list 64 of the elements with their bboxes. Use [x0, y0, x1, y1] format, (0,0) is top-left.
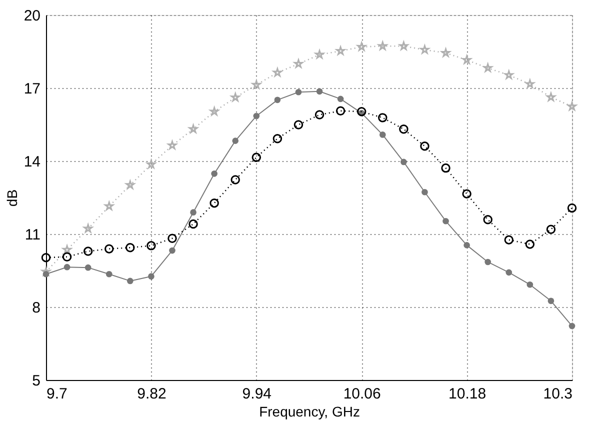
point	[337, 96, 344, 102]
point	[83, 246, 93, 256]
point	[168, 234, 177, 243]
point	[568, 322, 576, 330]
point	[548, 298, 554, 304]
point	[525, 240, 535, 249]
x-tick-label: 9.94	[242, 386, 272, 402]
point	[190, 209, 196, 216]
point	[41, 252, 51, 262]
point	[294, 120, 304, 130]
point	[230, 175, 240, 184]
y-tick-label: 14	[24, 154, 40, 170]
point	[399, 124, 408, 134]
point	[104, 244, 114, 254]
point	[378, 113, 388, 122]
point	[442, 218, 449, 224]
point	[272, 134, 282, 144]
y-tick-label: 17	[24, 80, 40, 98]
point	[441, 163, 450, 173]
point	[400, 158, 407, 166]
x-tick-label: 9.7	[46, 386, 68, 402]
point	[336, 106, 346, 116]
point	[420, 142, 430, 151]
point	[506, 269, 512, 276]
x-tick-label: 10.18	[448, 386, 486, 402]
x-axis-title: Frequency, GHz	[259, 404, 360, 420]
point	[188, 219, 198, 229]
point	[462, 189, 472, 198]
point	[546, 224, 556, 234]
point	[379, 132, 386, 138]
point	[464, 242, 470, 248]
point	[504, 235, 514, 244]
point	[232, 138, 239, 144]
point	[484, 258, 491, 266]
point	[64, 264, 70, 270]
point	[126, 243, 135, 252]
point	[253, 112, 260, 120]
point	[356, 106, 366, 116]
point	[567, 203, 577, 213]
point	[422, 188, 428, 196]
point	[127, 278, 134, 284]
y-tick-label: 11	[24, 226, 40, 244]
y-axis-title: dB	[4, 189, 20, 207]
point	[483, 215, 492, 224]
y-tick-label: 20	[24, 8, 40, 24]
point	[274, 96, 281, 104]
y-tick-label: 5	[32, 372, 40, 390]
point	[211, 170, 218, 177]
point	[316, 88, 323, 95]
point	[62, 252, 72, 262]
point	[146, 241, 156, 250]
point	[169, 247, 176, 254]
point	[148, 273, 154, 280]
point	[84, 264, 92, 271]
point	[295, 88, 302, 96]
point	[252, 152, 262, 162]
point	[210, 198, 219, 208]
point	[526, 281, 534, 288]
x-tick-label: 9.82	[137, 386, 166, 402]
x-tick-label: 10.3	[543, 386, 572, 402]
point	[314, 110, 324, 120]
point	[106, 270, 112, 278]
y-tick-label: 8	[32, 300, 40, 316]
x-tick-label: 10.06	[343, 386, 381, 402]
